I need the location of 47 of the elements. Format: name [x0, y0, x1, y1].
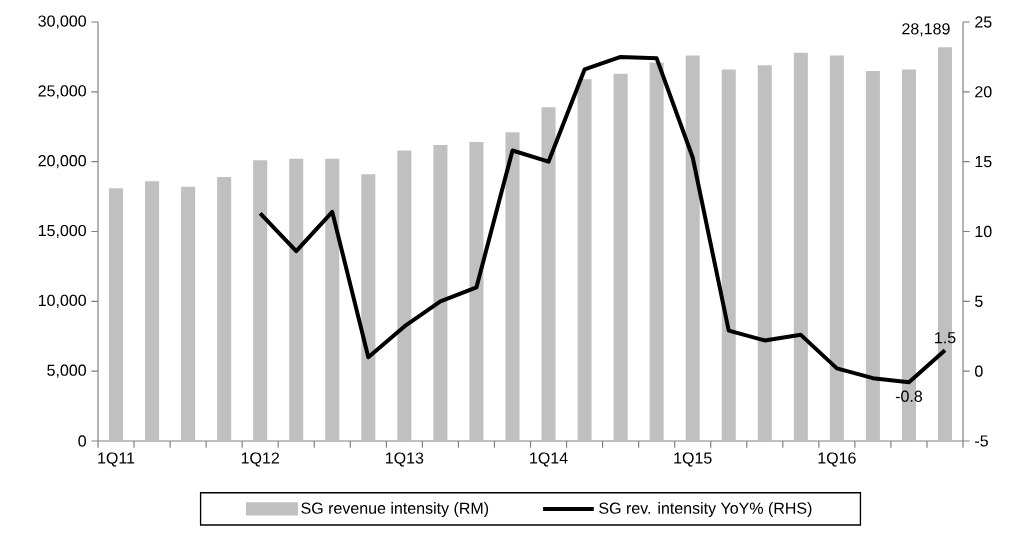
bar [649, 62, 664, 441]
bar [541, 107, 556, 441]
y2-tick-label: 5 [975, 295, 983, 307]
bar [325, 158, 340, 441]
y2-tick-label: 0 [975, 365, 983, 377]
bar [685, 55, 700, 441]
bar [433, 144, 448, 441]
bar [361, 174, 376, 441]
y-tick-label: 0 [78, 435, 87, 447]
bar [721, 69, 736, 441]
bar [577, 79, 592, 441]
bar [865, 70, 880, 441]
y-tick-label: 5,000 [47, 364, 86, 378]
bar [469, 142, 484, 441]
x-tick-label: 1Q16 [818, 452, 856, 467]
bar [793, 52, 808, 441]
y-tick-label: 25,000 [38, 85, 86, 99]
y-tick-label: 30,000 [38, 15, 86, 29]
y-tick-label: 20,000 [38, 155, 86, 169]
y2-tick-label: 20 [975, 86, 992, 98]
bar [109, 188, 124, 441]
bar [757, 65, 772, 441]
x-tick-label: 1Q12 [241, 452, 279, 467]
y2-tick-label: 15 [975, 156, 992, 168]
x-tick-label: 1Q14 [530, 452, 568, 467]
y2-tick-label: 10 [975, 225, 992, 238]
y-tick-label: 10,000 [38, 294, 86, 308]
bar [217, 177, 232, 441]
y2-tick-label: -5 [975, 435, 988, 447]
x-tick-label: 1Q13 [386, 452, 424, 467]
bar [289, 158, 304, 441]
data-label: -0.8 [895, 390, 923, 402]
bar [181, 186, 196, 441]
y-tick-label: 15,000 [38, 224, 86, 239]
bar [253, 160, 268, 441]
x-tick-label: 1Q15 [674, 452, 712, 467]
bar [145, 181, 160, 441]
bar [505, 132, 520, 441]
x-tick-label: 1Q11 [98, 452, 135, 467]
legend-label: SG rev. intensity YoY% (RHS) [599, 502, 812, 518]
bar [829, 55, 844, 441]
data-label: 1.5 [935, 332, 956, 344]
y2-tick-label: 25 [975, 16, 992, 28]
legend-label: SG revenue intensity (RM) [301, 502, 489, 518]
data-label: 28,189 [902, 23, 950, 37]
bar [397, 150, 412, 441]
bar [613, 73, 628, 441]
